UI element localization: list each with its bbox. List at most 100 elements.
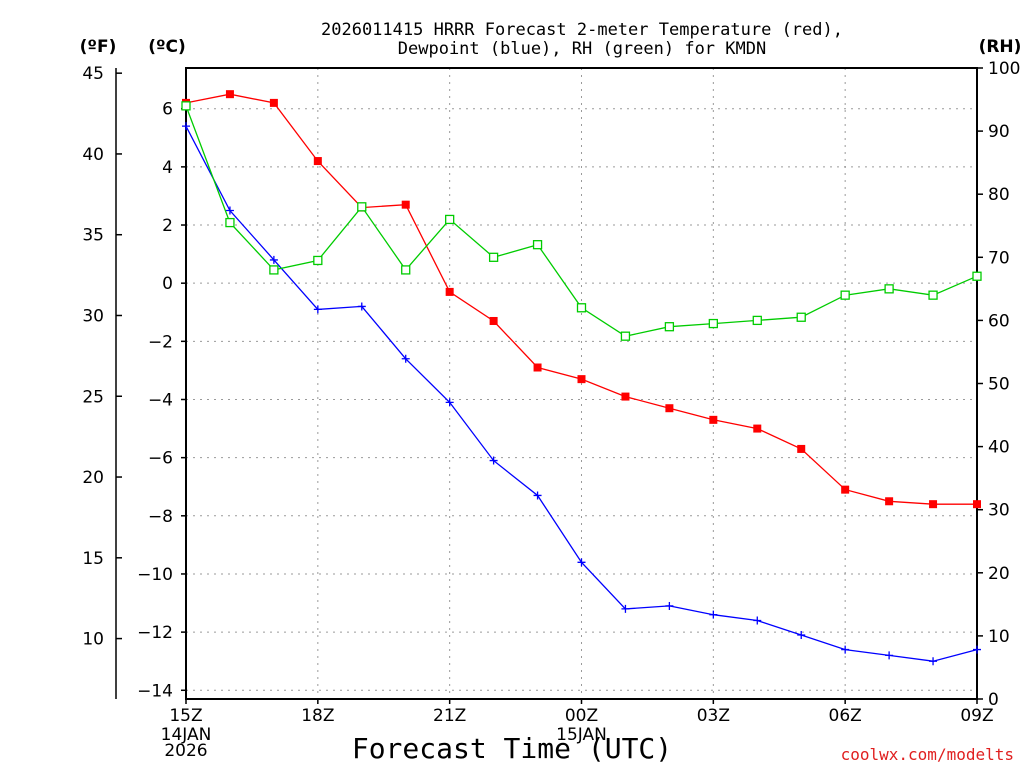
dewpoint-point: [841, 645, 850, 654]
rh-point: [972, 271, 982, 281]
rh-point: [752, 315, 762, 326]
rh-tick-label: 70: [988, 248, 1010, 268]
chart-title-line-2: Dewpoint (blue), RH (green) for KMDN: [398, 39, 766, 59]
rh-point: [269, 265, 279, 275]
rh-point: [225, 217, 235, 228]
rh-tick-label: 0: [988, 690, 999, 710]
temperature-point: [225, 90, 234, 99]
celsius-tick-label: −4: [148, 390, 173, 410]
dewpoint-point: [929, 657, 938, 666]
date-label: 14JAN: [161, 725, 212, 745]
celsius-tick-label: 0: [162, 274, 173, 294]
dewpoint-point: [401, 354, 410, 363]
x-tick-label: 18Z: [301, 706, 334, 726]
rh-tick-label: 30: [988, 501, 1010, 521]
temperature-point: [753, 424, 762, 433]
fahrenheit-tick-label: 30: [82, 306, 104, 326]
x-tick-label: 21Z: [433, 706, 466, 726]
temperature-point: [621, 392, 630, 401]
fahrenheit-tick-label: 45: [82, 64, 104, 84]
x-tick-label: 15Z: [169, 706, 202, 726]
celsius-tick-label: 2: [162, 216, 173, 236]
rh-point: [840, 290, 850, 300]
dewpoint-point: [753, 616, 762, 625]
fahrenheit-unit-label: (ºF): [80, 37, 117, 57]
rh-point: [445, 214, 455, 225]
celsius-tick-label: 6: [162, 100, 173, 120]
x-tick-label: 06Z: [829, 706, 862, 726]
dewpoint-point: [709, 610, 718, 619]
dewpoint-point: [225, 206, 234, 215]
x-tick-label: 00Z: [565, 706, 598, 726]
rh-point: [576, 303, 587, 313]
dewpoint-point: [269, 255, 278, 264]
celsius-tick-label: −10: [137, 565, 173, 585]
rh-point: [532, 240, 543, 250]
rh-point: [884, 284, 894, 294]
temperature-point: [973, 500, 981, 509]
celsius-tick-label: 4: [162, 158, 173, 178]
temperature-point: [313, 157, 322, 166]
grid-lines: [186, 68, 977, 699]
x-axis-label: Forecast Time (UTC): [352, 732, 672, 765]
date-label: 15JAN: [556, 725, 607, 745]
celsius-tick-label: −8: [148, 507, 173, 527]
rh-line: [185, 105, 978, 337]
rh-point: [620, 331, 631, 341]
rh-tick-label: 90: [988, 122, 1010, 142]
dewpoint-point: [182, 122, 190, 131]
fahrenheit-tick-label: 10: [82, 630, 104, 650]
rh-point: [313, 255, 323, 266]
dewpoint-point: [577, 558, 586, 567]
fahrenheit-tick-label: 25: [82, 387, 104, 407]
rh-tick-label: 10: [988, 627, 1010, 647]
fahrenheit-tick-label: 15: [82, 549, 104, 569]
rh-tick-label: 80: [988, 185, 1010, 205]
celsius-tick-label: −12: [137, 623, 173, 643]
temperature-point: [489, 316, 498, 325]
x-tick-label: 03Z: [697, 706, 730, 726]
temperature-point: [929, 500, 938, 509]
fahrenheit-tick-label: 20: [82, 468, 104, 488]
rh-tick-label: 40: [988, 438, 1010, 458]
celsius-tick-label: −14: [137, 681, 173, 701]
rh-point: [357, 202, 367, 212]
dewpoint-point: [621, 604, 630, 613]
temperature-point: [445, 287, 454, 296]
rh-tick-label: 100: [988, 59, 1020, 79]
chart-title-line-1: 2026011415 HRRR Forecast 2-meter Tempera…: [321, 20, 843, 40]
fahrenheit-tick-label: 40: [82, 145, 104, 165]
temperature-point: [269, 98, 278, 107]
x-tick-label: 09Z: [960, 706, 993, 726]
temperature-point: [797, 444, 806, 453]
dewpoint-point: [533, 491, 542, 500]
dewpoint-point: [797, 631, 806, 640]
rh-unit-label: (RH): [979, 37, 1022, 57]
rh-point: [708, 318, 718, 329]
rh-point: [401, 265, 411, 275]
dewpoint-point: [313, 305, 322, 314]
rh-point: [664, 322, 675, 332]
rh-point: [796, 312, 806, 322]
temperature-point: [841, 485, 850, 494]
dewpoint-point: [357, 302, 366, 311]
temperature-point: [577, 375, 586, 384]
rh-point: [928, 290, 938, 300]
dewpoint-point: [489, 456, 498, 465]
dewpoint-point: [973, 645, 981, 654]
credit-text: coolwx.com/modelts: [841, 745, 1014, 764]
temperature-point: [401, 200, 410, 209]
rh-point: [488, 252, 499, 262]
temperature-point: [885, 497, 894, 506]
rh-tick-label: 20: [988, 564, 1010, 584]
date-label: 2026: [164, 741, 207, 761]
celsius-tick-label: −6: [148, 449, 173, 469]
dewpoint-point: [665, 601, 674, 610]
rh-tick-label: 50: [988, 375, 1010, 395]
temperature-point: [533, 363, 542, 372]
rh-point: [181, 101, 191, 111]
fahrenheit-tick-label: 35: [82, 226, 104, 246]
dewpoint-point: [445, 398, 454, 407]
temperature-point: [709, 415, 718, 424]
